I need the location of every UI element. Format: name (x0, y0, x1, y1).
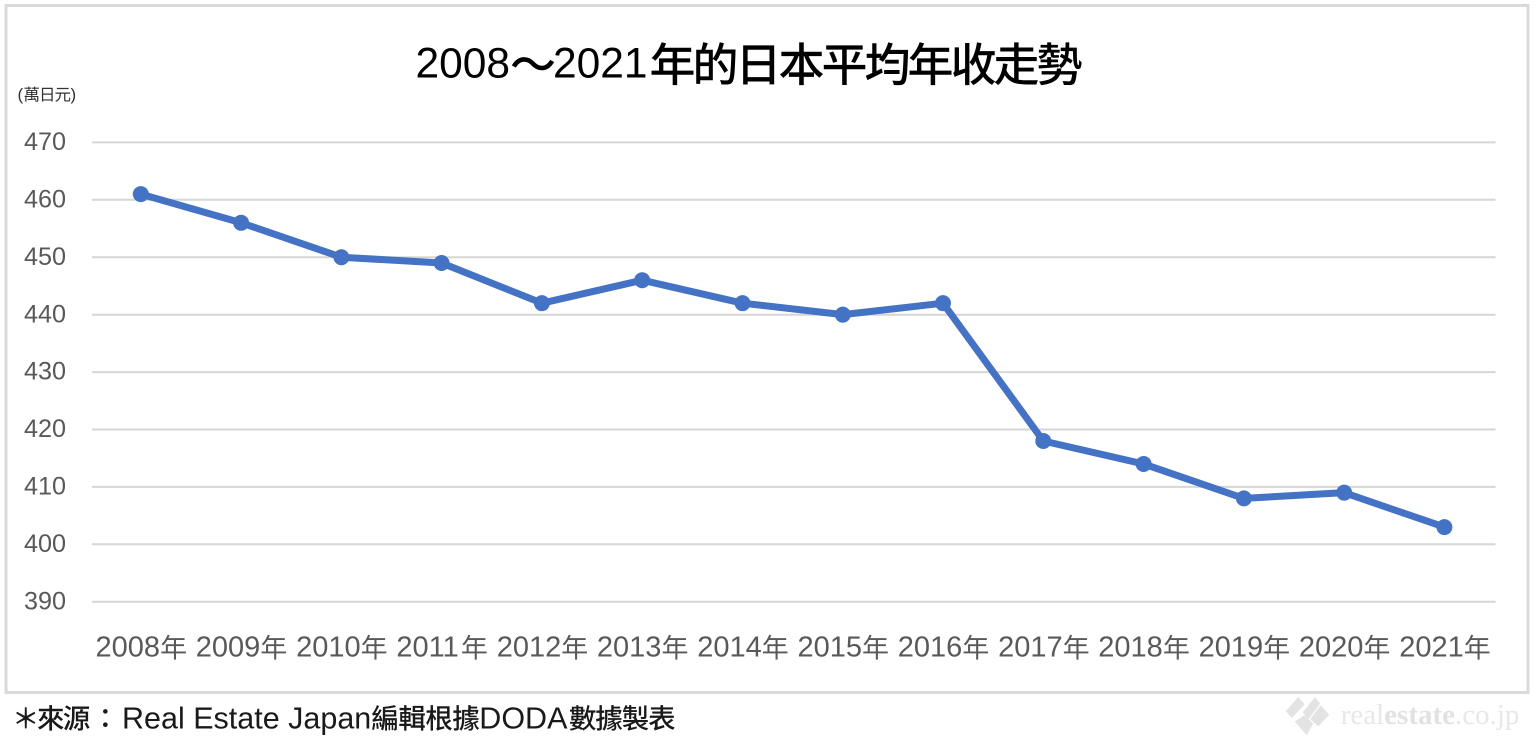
svg-text:2021: 2021 (553, 40, 648, 87)
svg-text:realestate.co.jp: realestate.co.jp (1341, 699, 1520, 731)
svg-text:460: 460 (24, 185, 66, 213)
svg-text:2015: 2015 (798, 632, 863, 664)
svg-text:2010: 2010 (296, 632, 361, 664)
svg-text:2011: 2011 (396, 632, 458, 664)
svg-text:2018: 2018 (1098, 632, 1163, 664)
svg-text:): ) (71, 85, 77, 104)
svg-text:2014: 2014 (697, 632, 762, 664)
svg-text:2016: 2016 (898, 632, 963, 664)
svg-text:(: ( (18, 85, 24, 104)
svg-text:2020: 2020 (1299, 632, 1364, 664)
svg-text:2008: 2008 (416, 40, 511, 87)
svg-text:2019: 2019 (1199, 632, 1264, 664)
svg-text:2008: 2008 (96, 632, 161, 664)
svg-text:470: 470 (24, 128, 66, 156)
svg-text:2012: 2012 (497, 632, 562, 664)
svg-text:390: 390 (24, 587, 66, 615)
svg-text:410: 410 (24, 473, 66, 501)
svg-text:DODA: DODA (479, 701, 568, 735)
svg-text:400: 400 (24, 530, 66, 558)
svg-text:440: 440 (24, 300, 66, 328)
svg-text:Real Estate Japan: Real Estate Japan (122, 701, 371, 735)
svg-text:420: 420 (24, 415, 66, 443)
svg-text:2013: 2013 (597, 632, 662, 664)
svg-text:450: 450 (24, 243, 66, 271)
svg-text:2009: 2009 (196, 632, 261, 664)
svg-text:430: 430 (24, 358, 66, 386)
svg-text:2017: 2017 (998, 632, 1063, 664)
svg-text:2021: 2021 (1399, 632, 1464, 664)
